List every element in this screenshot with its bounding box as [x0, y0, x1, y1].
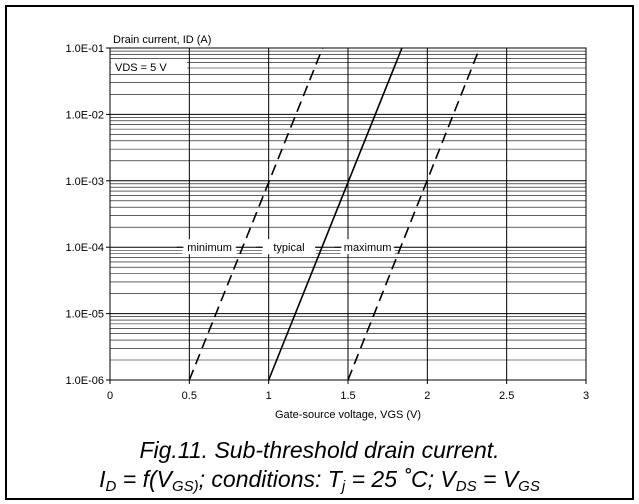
- tick-labels: 1.0E-06 1.0E-05 1.0E-04 1.0E-03 1.0E-02 1.0E-…: [65, 43, 589, 402]
- figure-caption-title: Fig.11. Sub-threshold drain current.: [139, 437, 500, 463]
- series-label-box: [341, 240, 394, 254]
- x-tick-label: 1: [266, 390, 272, 402]
- series-labels: minimum typical maximum: [176, 239, 400, 255]
- series-label-typical: typical: [273, 242, 304, 254]
- series-label-minimum: minimum: [187, 242, 232, 254]
- series-line-maximum: [347, 47, 481, 381]
- x-tick-label: 2.5: [499, 390, 514, 402]
- y-axis-label: Drain current, ID (A): [113, 34, 211, 46]
- ylabel-bg: [111, 33, 243, 46]
- series-line-minimum: [188, 47, 324, 381]
- x-tick-label: 2: [424, 390, 430, 402]
- condition-label-bg: [111, 60, 187, 74]
- x-tick-label: 0: [107, 390, 113, 402]
- y-tick-label: 1.0E-06: [65, 375, 104, 387]
- y-tick-label: 1.0E-04: [65, 242, 104, 254]
- series-line-typical: [267, 47, 403, 381]
- y-tick-label: 1.0E-05: [65, 309, 104, 321]
- series-label-box: [183, 240, 236, 254]
- series-label-box: [262, 240, 315, 254]
- y-tick-label: 1.0E-03: [65, 176, 104, 188]
- y-tick-label: 1.0E-02: [65, 109, 104, 121]
- series-lines: [188, 47, 481, 381]
- x-tick-label: 1.5: [340, 390, 355, 402]
- x-tick-label: 0.5: [182, 390, 197, 402]
- series-label-maximum: maximum: [344, 242, 392, 254]
- x-axis-label: Gate-source voltage, VGS (V): [275, 409, 421, 421]
- figure-caption-conditions: ID = f(VGS); conditions: Tj = 25 ˚C; VDS…: [99, 466, 540, 495]
- y-tick-label: 1.0E-01: [65, 43, 104, 55]
- x-tick-label: 3: [583, 390, 589, 402]
- condition-label: VDS = 5 V: [115, 62, 167, 74]
